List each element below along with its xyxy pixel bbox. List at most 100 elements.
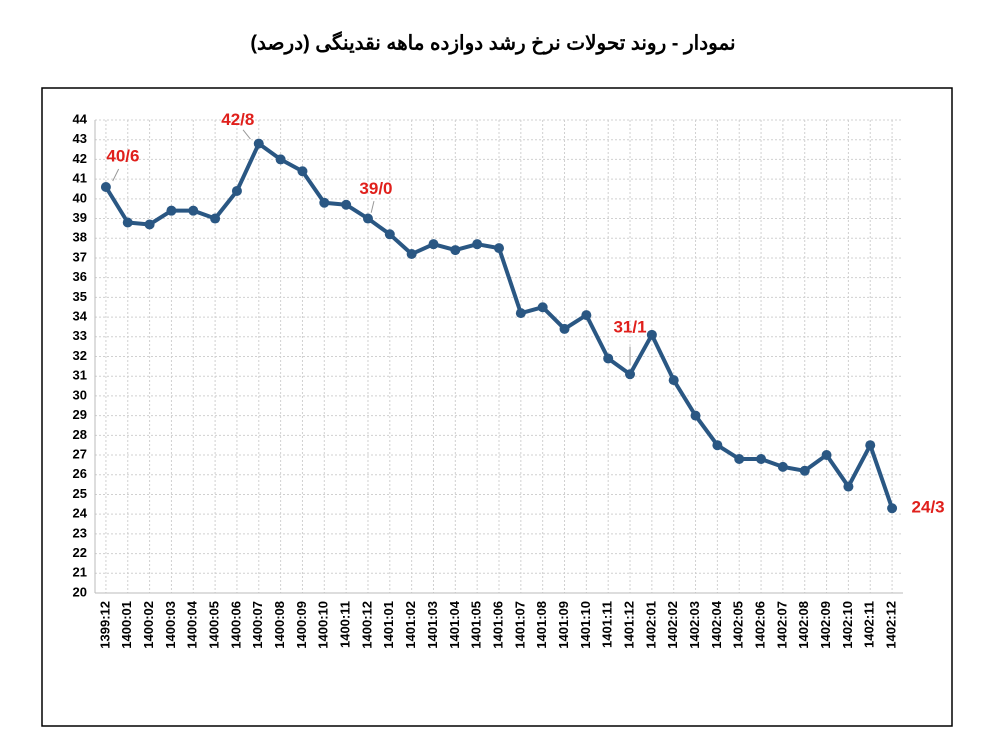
x-tick-label: 1400:09 <box>294 601 309 649</box>
x-tick-label: 1402:08 <box>796 601 811 649</box>
point-marker <box>231 185 242 196</box>
x-tick-label: 1401:05 <box>469 601 484 649</box>
point-marker <box>668 375 679 386</box>
y-tick-label: 38 <box>73 230 87 245</box>
y-tick-label: 42 <box>73 151 87 166</box>
y-tick-label: 22 <box>73 545 87 560</box>
x-tick-label: 1402:09 <box>818 601 833 649</box>
x-tick-label: 1401:10 <box>578 601 593 649</box>
y-tick-label: 32 <box>73 348 87 363</box>
y-tick-label: 28 <box>73 427 87 442</box>
point-marker <box>384 229 395 240</box>
point-marker <box>625 369 636 380</box>
point-marker <box>843 481 854 492</box>
x-tick-label: 1400:11 <box>338 601 353 648</box>
x-tick-label: 1402:10 <box>840 601 855 649</box>
x-tick-label: 1402:04 <box>709 600 724 648</box>
point-marker <box>756 453 767 464</box>
point-marker <box>646 329 657 340</box>
data-label: 42/8 <box>221 110 254 129</box>
x-tick-label: 1402:02 <box>665 601 680 649</box>
y-tick-label: 23 <box>73 525 87 540</box>
point-marker <box>144 219 155 230</box>
x-tick-label: 1402:11 <box>862 601 877 648</box>
x-tick-label: 1402:03 <box>687 601 702 649</box>
x-tick-label: 1400:03 <box>163 601 178 649</box>
point-marker <box>603 353 614 364</box>
x-tick-label: 1401:01 <box>381 601 396 649</box>
point-marker <box>341 199 352 210</box>
point-marker <box>319 197 330 208</box>
point-marker <box>362 213 373 224</box>
x-tick-label: 1399:12 <box>97 601 112 649</box>
point-marker <box>712 440 723 451</box>
y-tick-label: 39 <box>73 210 87 225</box>
point-marker <box>253 138 264 149</box>
chart-frame <box>41 87 953 727</box>
point-marker <box>100 182 111 193</box>
point-marker <box>275 154 286 165</box>
x-tick-label: 1400:12 <box>359 601 374 649</box>
x-tick-label: 1401:08 <box>534 601 549 649</box>
chart-title: نمودار - روند تحولات نرخ رشد دوازده ماهه… <box>250 30 735 55</box>
y-tick-label: 20 <box>73 584 87 599</box>
x-tick-label: 1400:06 <box>228 601 243 649</box>
x-tick-label: 1401:11 <box>600 601 615 648</box>
x-tick-label: 1401:02 <box>403 601 418 649</box>
y-tick-label: 44 <box>73 111 88 126</box>
point-marker <box>210 213 221 224</box>
x-tick-label: 1402:05 <box>731 601 746 649</box>
y-tick-label: 27 <box>73 446 87 461</box>
x-tick-label: 1402:12 <box>884 601 899 649</box>
point-marker <box>406 249 417 260</box>
y-tick-label: 41 <box>73 171 87 186</box>
x-tick-label: 1402:07 <box>774 601 789 649</box>
y-tick-label: 34 <box>73 309 88 324</box>
data-label: 39/0 <box>359 179 392 198</box>
y-tick-label: 33 <box>73 328 87 343</box>
y-tick-label: 35 <box>73 289 87 304</box>
data-label: 40/6 <box>106 146 139 165</box>
x-tick-label: 1400:10 <box>316 601 331 649</box>
point-marker <box>865 440 876 451</box>
point-marker <box>581 310 592 321</box>
x-tick-label: 1400:02 <box>141 601 156 649</box>
point-marker <box>559 323 570 334</box>
point-marker <box>494 243 504 254</box>
point-marker <box>428 239 439 250</box>
point-marker <box>515 308 526 319</box>
y-tick-label: 29 <box>73 407 87 422</box>
point-marker <box>297 166 308 177</box>
y-tick-label: 30 <box>73 387 87 402</box>
data-label: 24/3 <box>912 498 945 517</box>
label-leader <box>370 201 375 213</box>
y-tick-label: 24 <box>73 506 88 521</box>
label-leader <box>112 168 120 182</box>
point-marker <box>734 453 745 464</box>
x-tick-label: 1402:06 <box>752 601 767 649</box>
x-tick-label: 1400:05 <box>207 601 222 649</box>
y-tick-label: 40 <box>73 190 87 205</box>
y-tick-label: 25 <box>73 486 87 501</box>
y-tick-label: 31 <box>73 368 87 383</box>
y-tick-label: 36 <box>73 269 87 284</box>
y-tick-label: 37 <box>73 249 87 264</box>
point-marker <box>450 245 461 256</box>
point-marker <box>122 217 133 228</box>
x-tick-label: 1400:07 <box>250 601 265 649</box>
x-tick-label: 1401:09 <box>556 601 571 649</box>
x-tick-label: 1400:04 <box>185 600 200 648</box>
point-marker <box>821 450 832 461</box>
x-tick-label: 1400:08 <box>272 601 287 649</box>
x-tick-label: 1401:12 <box>621 601 636 649</box>
x-tick-label: 1400:01 <box>119 601 134 649</box>
point-marker <box>799 465 810 476</box>
point-marker <box>690 410 701 421</box>
y-tick-label: 26 <box>73 466 87 481</box>
y-tick-label: 21 <box>73 565 87 580</box>
point-marker <box>887 503 898 514</box>
y-tick-label: 43 <box>73 131 87 146</box>
point-marker <box>166 205 177 216</box>
point-marker <box>537 302 548 313</box>
point-marker <box>188 205 199 216</box>
